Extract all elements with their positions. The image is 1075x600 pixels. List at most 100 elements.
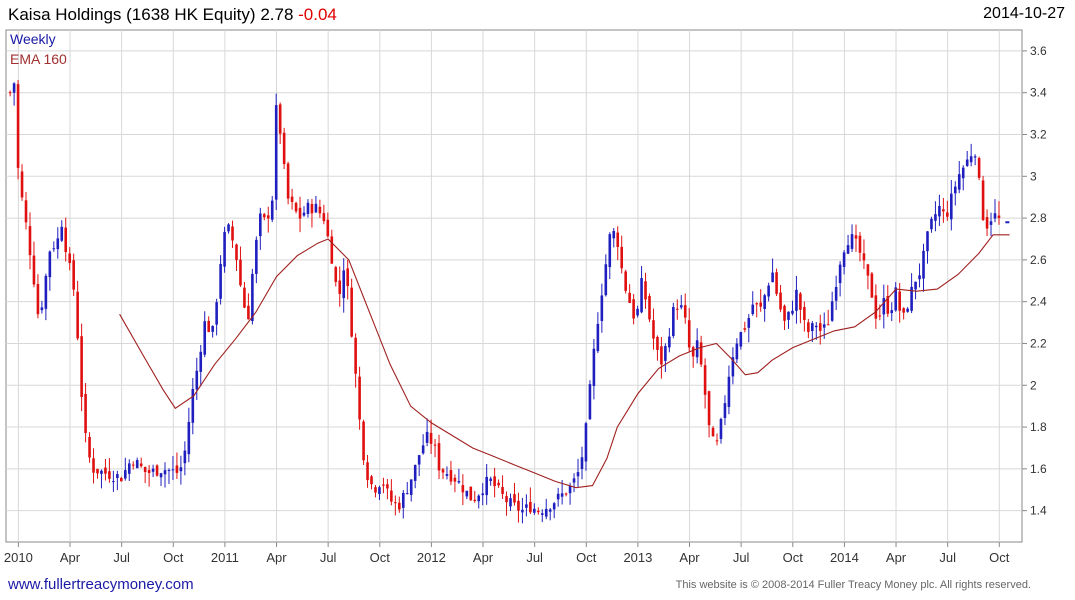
candle-body xyxy=(501,486,504,495)
candle-body xyxy=(981,180,985,221)
candle-body xyxy=(600,295,604,321)
candle-body xyxy=(775,272,778,294)
candle-body xyxy=(167,470,171,472)
candle-body xyxy=(668,336,671,348)
candle-body xyxy=(401,492,405,508)
candle-body xyxy=(707,391,711,426)
candle-body xyxy=(854,235,858,239)
candle-body xyxy=(108,471,111,479)
candle-body xyxy=(405,493,409,495)
candle-body xyxy=(421,445,425,454)
candle-body xyxy=(640,278,643,313)
candle-body xyxy=(80,336,83,397)
candle-body xyxy=(771,272,774,283)
candle-body xyxy=(394,502,397,504)
candle-body xyxy=(687,320,691,348)
candle-body xyxy=(112,481,115,483)
chart-date: 2014-10-27 xyxy=(983,5,1065,22)
candle-body xyxy=(703,365,707,395)
candle-body xyxy=(564,493,568,495)
candle-body xyxy=(16,84,20,168)
candle-body xyxy=(302,212,306,216)
candle-body xyxy=(147,470,151,473)
candle-body xyxy=(544,508,548,517)
candle-body xyxy=(755,303,759,305)
candle-body xyxy=(850,234,854,249)
candle-body xyxy=(672,307,675,336)
x-tick-label: 2012 xyxy=(417,550,446,565)
candle-body xyxy=(914,281,917,290)
candle-body xyxy=(199,351,203,372)
x-tick-label: Jul xyxy=(113,550,130,565)
candle-body xyxy=(842,252,846,267)
candle-body xyxy=(453,477,457,482)
candle-body xyxy=(882,298,886,315)
candle-body xyxy=(989,221,993,225)
x-tick-label: 2013 xyxy=(623,550,652,565)
candle-body xyxy=(163,470,167,475)
candle-body xyxy=(183,450,187,464)
candle-body xyxy=(278,104,282,134)
candle-body xyxy=(572,478,576,483)
candle-body xyxy=(449,470,453,482)
x-tick-label: Apr xyxy=(886,550,907,565)
candle-body xyxy=(636,308,639,316)
candle-body xyxy=(239,259,242,286)
candle-body xyxy=(763,295,766,309)
candle-body xyxy=(195,370,199,390)
candle-body xyxy=(175,465,179,473)
candle-body xyxy=(818,323,822,331)
candle-body xyxy=(386,484,389,489)
candle-body xyxy=(28,226,32,256)
candle-body xyxy=(346,268,349,287)
candle-body xyxy=(255,239,258,274)
candle-body xyxy=(12,83,16,93)
candle-body xyxy=(76,291,79,339)
candle-body xyxy=(803,307,806,321)
candle-body xyxy=(497,482,500,486)
candle-body xyxy=(251,273,254,322)
x-tick-label: Oct xyxy=(783,550,804,565)
candle-body xyxy=(866,264,870,276)
candle-body xyxy=(417,455,421,465)
x-tick-label: Oct xyxy=(163,550,184,565)
candle-body xyxy=(259,213,262,237)
candle-body xyxy=(747,318,751,328)
candle-body xyxy=(44,275,48,309)
candle-body xyxy=(870,273,874,298)
candle-body xyxy=(739,332,743,347)
candle-body xyxy=(898,291,901,311)
candle-body xyxy=(942,209,945,212)
candle-body xyxy=(902,308,905,313)
candle-body xyxy=(922,250,925,279)
candle-body xyxy=(540,513,544,515)
x-tick-label: 2010 xyxy=(4,550,33,565)
candle-body xyxy=(751,304,755,315)
candle-body xyxy=(505,496,508,503)
x-tick-label: Jul xyxy=(733,550,750,565)
candle-body xyxy=(811,323,814,332)
candle-body xyxy=(596,323,600,352)
candle-body xyxy=(370,476,373,485)
candle-body xyxy=(985,217,989,229)
candle-body xyxy=(834,286,838,301)
candle-body xyxy=(719,419,723,439)
candle-body xyxy=(298,207,302,219)
candle-body xyxy=(270,200,274,220)
candle-body xyxy=(457,481,461,483)
candle-body xyxy=(652,320,655,339)
candle-body xyxy=(20,171,24,198)
candle-body xyxy=(930,218,933,230)
y-tick-label: 1.6 xyxy=(1030,462,1047,476)
candle-body xyxy=(390,490,393,502)
candle-body xyxy=(509,498,512,507)
website-link[interactable]: www.fullertreacymoney.com xyxy=(8,576,194,593)
y-tick-label: 2 xyxy=(1030,378,1037,392)
candle-body xyxy=(334,267,338,282)
candle-body xyxy=(477,495,481,502)
candle-body xyxy=(592,348,596,386)
candle-body xyxy=(517,500,520,511)
copyright-notice: This website is © 2008-2014 Fuller Treac… xyxy=(675,579,1031,591)
candle-body xyxy=(918,275,921,280)
